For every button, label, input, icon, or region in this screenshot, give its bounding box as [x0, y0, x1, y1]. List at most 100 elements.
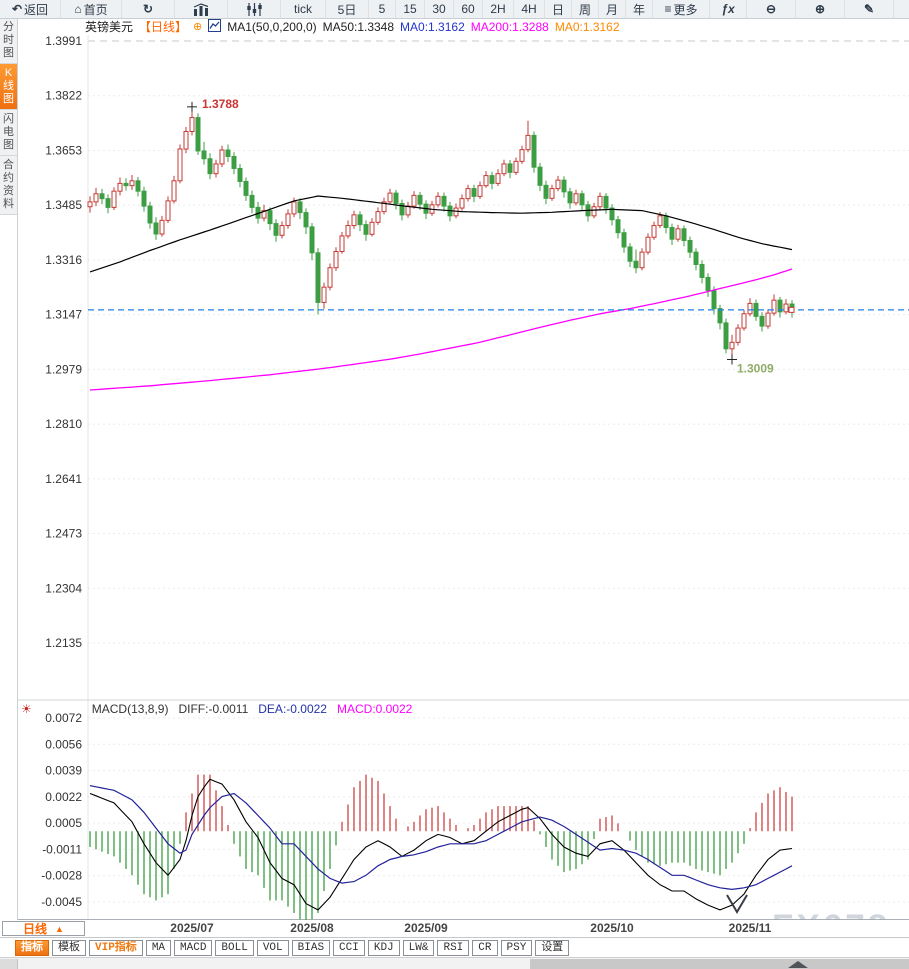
period-month-label: 月	[605, 2, 618, 17]
x-axis-label-2025-09: 2025/09	[404, 921, 448, 935]
last-price-marker	[788, 306, 795, 313]
candle-mode-button[interactable]	[228, 0, 281, 18]
period-2h-button[interactable]: 2H	[483, 0, 514, 18]
back-button[interactable]: ↶ 返回	[0, 0, 61, 18]
indicator-tab-template[interactable]: 模板	[52, 939, 86, 956]
macd-diff-value: DIFF:-0.0011	[178, 701, 249, 716]
period-tick-label: tick	[294, 2, 312, 16]
svg-text:1.3147: 1.3147	[45, 308, 82, 322]
ma200-value: MA200:1.3288	[470, 19, 549, 34]
horizontal-scrollbar	[0, 957, 909, 969]
scrollbar-corner	[0, 959, 18, 969]
indicator-tab-settings[interactable]: 设置	[535, 939, 570, 956]
price-annotations: 1.3788 1.3009	[187, 97, 774, 376]
period-month-button[interactable]: 月	[599, 0, 626, 18]
indicator-tab-vol[interactable]: VOL	[256, 939, 289, 956]
period-4h-label: 4H	[521, 2, 537, 16]
ma-settings: MA1(50,0,200,0)	[227, 19, 317, 34]
svg-text:-0.0028: -0.0028	[41, 869, 82, 883]
symbol-name: 英镑美元	[85, 20, 134, 34]
period-year-button[interactable]: 年	[626, 0, 653, 18]
zoom-in-button[interactable]: ⊕	[796, 0, 845, 18]
macd-header: ☀ MACD(13,8,9) DIFF:-0.0011 DEA:-0.0022 …	[21, 701, 413, 716]
more-button[interactable]: ≡ 更多	[653, 0, 710, 18]
indicator-tab-rsi[interactable]: RSI	[437, 939, 470, 956]
svg-text:1.2304: 1.2304	[45, 581, 82, 595]
fx-button[interactable]: ƒx	[710, 0, 747, 18]
fx-label: ƒx	[721, 2, 735, 16]
sidebar-tab-lightning[interactable]: 闪电图	[0, 110, 17, 156]
svg-text:1.3316: 1.3316	[45, 253, 82, 267]
x-axis-row: 日线 ▲ 2025/07 2025/08 2025/09 2025/10 2025/11	[0, 920, 909, 937]
svg-text:1.3485: 1.3485	[45, 198, 82, 212]
home-icon: ⌂	[74, 2, 82, 16]
home-button[interactable]: ⌂ 首页	[61, 0, 122, 18]
macd-dea-value: DEA:-0.0022	[258, 701, 327, 716]
indicator-settings-icon[interactable]: ☀	[21, 701, 32, 716]
period-5-button[interactable]: 5	[369, 0, 396, 18]
ma50-value: MA50:1.3348	[322, 19, 395, 34]
indicator-tab-kdj[interactable]: KDJ	[367, 939, 400, 956]
back-icon: ↶	[11, 2, 23, 16]
period-4h-button[interactable]: 4H	[514, 0, 545, 18]
svg-text:0.0072: 0.0072	[45, 711, 82, 725]
bar-chart-mode-icon	[193, 2, 210, 16]
zoom-out-icon: ⊖	[765, 2, 777, 16]
period-day-button[interactable]: 日	[545, 0, 572, 18]
period-selector[interactable]: 日线 ▲	[2, 921, 85, 936]
macd-macd-value: MACD:0.0022	[336, 701, 413, 716]
period-label: 日线	[23, 922, 48, 936]
ma200-line	[89, 268, 793, 391]
sidebar-tab-time-share[interactable]: 分时图	[0, 18, 17, 64]
refresh-button[interactable]: ↻	[122, 0, 175, 18]
svg-text:-0.0011: -0.0011	[42, 842, 82, 856]
svg-text:0.0039: 0.0039	[45, 764, 82, 778]
svg-text:0.0005: 0.0005	[45, 816, 82, 830]
period-week-label: 周	[578, 2, 591, 17]
candlestick-macd-chart[interactable]: 1.3991 1.3822 1.3653 1.3485 1.3316 1.3147 1.29…	[0, 0, 909, 920]
macd-dea-line	[89, 785, 793, 891]
candle-mode-icon	[246, 2, 263, 16]
bar-chart-mode-button[interactable]	[175, 0, 228, 18]
sidebar-tab-contract-info[interactable]: 合约资料	[0, 156, 17, 215]
indicator-tab-bias[interactable]: BIAS	[291, 939, 331, 956]
period-week-button[interactable]: 周	[572, 0, 599, 18]
indicator-tab-indicator[interactable]: 指标	[15, 939, 49, 956]
period-30-button[interactable]: 30	[425, 0, 454, 18]
chevron-up-icon: ▲	[55, 923, 64, 934]
draw-icon: ✎	[863, 2, 875, 16]
ma50-line	[89, 195, 793, 273]
indicator-tab-lw[interactable]: LW&	[402, 939, 435, 956]
indicator-tab-macd[interactable]: MACD	[174, 939, 213, 956]
mouse-cursor-icon	[726, 894, 748, 914]
indicator-tab-vip-indicator[interactable]: VIP指标	[89, 939, 143, 956]
period-5d-label: 5日	[337, 2, 357, 17]
x-axis-label-2025-10: 2025/10	[590, 921, 634, 935]
indicator-tab-cr[interactable]: CR	[472, 939, 498, 956]
expand-icon[interactable]: ⊕	[193, 21, 203, 33]
x-axis-label-2025-08: 2025/08	[290, 921, 334, 935]
period-5d-button[interactable]: 5日	[326, 0, 369, 18]
period-60-button[interactable]: 60	[454, 0, 483, 18]
period-15-label: 15	[403, 2, 417, 16]
low-price-label: 1.3009	[737, 362, 774, 376]
svg-text:-0.0045: -0.0045	[41, 895, 82, 909]
indicator-tab-cci[interactable]: CCI	[333, 939, 365, 956]
period-15-button[interactable]: 15	[396, 0, 425, 18]
period-60-label: 60	[461, 2, 475, 16]
refresh-icon: ↻	[142, 2, 154, 16]
zoom-out-button[interactable]: ⊖	[747, 0, 796, 18]
indicator-toolbar: 指标 模板 VIP指标 MA MACD BOLL VOL BIAS CCI KDJ LW& RSI CR…	[0, 937, 909, 957]
period-tick-button[interactable]: tick	[281, 0, 326, 18]
indicator-tab-boll[interactable]: BOLL	[215, 939, 254, 956]
period-tag: 【日线】	[139, 20, 188, 34]
period-5-label: 5	[378, 2, 386, 16]
period-day-label: 日	[551, 2, 564, 17]
scrollbar-arrow-icon[interactable]	[788, 961, 808, 968]
indicator-tab-psy[interactable]: PSY	[500, 939, 533, 956]
indicator-tab-ma[interactable]: MA	[145, 939, 172, 956]
scrollbar-track[interactable]	[530, 959, 909, 969]
draw-button[interactable]: ✎	[845, 0, 894, 18]
macd-histogram	[89, 774, 793, 920]
